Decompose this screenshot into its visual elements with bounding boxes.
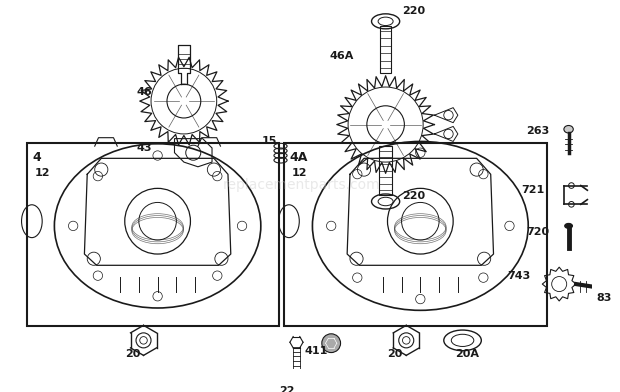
Bar — [380, 26, 391, 73]
Bar — [285, 143, 547, 326]
Text: 721: 721 — [521, 185, 545, 195]
Text: 411: 411 — [305, 347, 329, 356]
Text: 220: 220 — [402, 6, 425, 16]
Text: 20: 20 — [388, 349, 403, 359]
Text: 263: 263 — [526, 126, 549, 136]
Bar — [379, 146, 392, 195]
Text: 20: 20 — [125, 349, 140, 359]
Text: 12: 12 — [292, 168, 308, 178]
Text: 83: 83 — [596, 293, 612, 303]
Ellipse shape — [565, 223, 572, 228]
Text: 46: 46 — [137, 87, 153, 97]
Text: 46A: 46A — [329, 51, 353, 61]
Text: 4A: 4A — [290, 151, 308, 164]
Circle shape — [322, 334, 340, 352]
Text: 22: 22 — [280, 386, 295, 392]
Bar — [27, 143, 278, 326]
Ellipse shape — [564, 125, 574, 133]
Text: 20A: 20A — [455, 349, 479, 359]
Text: 12: 12 — [35, 168, 50, 178]
Text: 4: 4 — [33, 151, 42, 164]
Text: 43: 43 — [137, 143, 153, 153]
Text: 220: 220 — [402, 191, 425, 201]
Text: 743: 743 — [508, 271, 531, 281]
Text: replacementparts.com: replacementparts.com — [223, 178, 380, 192]
Text: 720: 720 — [526, 227, 549, 237]
Text: 15: 15 — [262, 136, 277, 147]
